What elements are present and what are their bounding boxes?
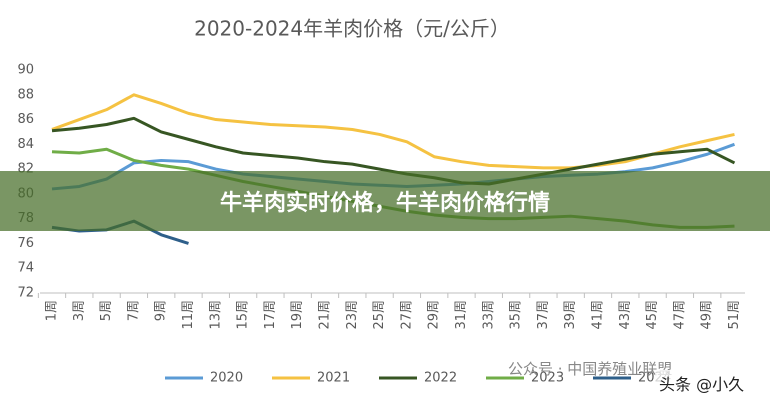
x-tick-label: 21周 (318, 300, 333, 330)
y-tick-label: 90 (17, 63, 34, 78)
legend-label: 2020 (210, 371, 243, 386)
banner: 牛羊肉实时价格，牛羊肉价格行情 (0, 171, 770, 231)
x-tick-label: 27周 (399, 300, 414, 330)
x-tick-label: 35周 (509, 300, 524, 330)
x-tick-label: 47周 (672, 300, 687, 330)
x-tick-label: 17周 (263, 300, 278, 330)
y-tick-label: 74 (17, 261, 34, 276)
x-tick-label: 13周 (208, 300, 223, 330)
x-tick-label: 51周 (727, 300, 742, 330)
x-tick-label: 1周 (45, 300, 60, 321)
x-tick-label: 19周 (290, 300, 305, 330)
x-tick-label: 15周 (236, 300, 251, 330)
x-tick-label: 39周 (563, 300, 578, 330)
x-tick-label: 11周 (181, 300, 196, 330)
legend-label: 2022 (424, 371, 457, 386)
source-tag: 头条 @小久 (655, 370, 749, 396)
legend-label: 2023 (531, 371, 564, 386)
x-tick-label: 5周 (99, 300, 114, 321)
watermark: 公众号 · 中国养殖业联盟 (508, 360, 673, 378)
y-tick-label: 88 (17, 87, 34, 102)
y-tick-label: 76 (17, 236, 34, 251)
x-tick-label: 3周 (72, 300, 87, 321)
x-tick-label: 33周 (481, 300, 496, 330)
x-tick-label: 45周 (645, 300, 660, 330)
x-tick-label: 31周 (454, 300, 469, 330)
x-tick-label: 9周 (154, 300, 169, 321)
x-tick-label: 37周 (536, 300, 551, 330)
x-tick-label: 29周 (427, 300, 442, 330)
x-tick-label: 25周 (372, 300, 387, 330)
chart-title: 2020-2024年羊肉价格（元/公斤） (194, 17, 510, 41)
y-tick-label: 72 (17, 286, 34, 301)
y-tick-label: 86 (17, 112, 34, 127)
x-tick-label: 23周 (345, 300, 360, 330)
y-tick-label: 84 (17, 137, 34, 152)
series-line (51, 93, 735, 170)
x-tick-label: 41周 (591, 300, 606, 330)
x-tick-label: 43周 (618, 300, 633, 330)
x-tick-label: 49周 (700, 300, 715, 330)
legend-label: 2021 (317, 371, 350, 386)
x-tick-label: 7周 (126, 300, 141, 321)
